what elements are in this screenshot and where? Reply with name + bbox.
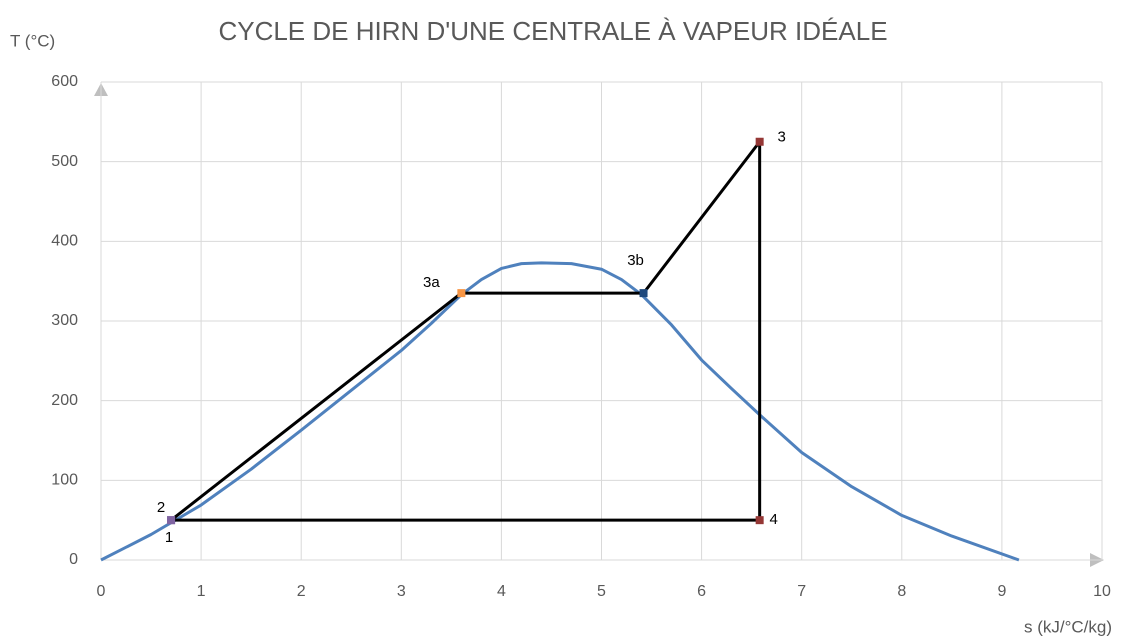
point-label: 1	[165, 529, 173, 546]
x-tick-label: 9	[997, 583, 1006, 600]
x-tick-label: 10	[1093, 583, 1111, 600]
series-line	[170, 140, 762, 522]
point-label: 2	[157, 499, 165, 516]
x-tick-label: 4	[497, 583, 506, 600]
point-marker	[457, 289, 466, 298]
y-tick-label: 300	[51, 312, 78, 329]
point-label: 3b	[627, 252, 644, 269]
y-tick-label: 200	[51, 392, 78, 409]
x-tick-label: 3	[397, 583, 406, 600]
x-tick-label: 7	[797, 583, 806, 600]
x-tick-label: 5	[597, 583, 606, 600]
point-marker	[755, 137, 764, 146]
x-tick-label: 2	[297, 583, 306, 600]
series-line	[100, 261, 1020, 562]
point-marker	[639, 289, 648, 298]
x-tick-label: 8	[897, 583, 906, 600]
y-tick-label: 100	[51, 472, 78, 489]
x-axis-label: s (kJ/°C/kg)	[1024, 617, 1112, 636]
point-marker	[755, 516, 764, 525]
x-tick-label: 6	[697, 583, 706, 600]
y-tick-label: 600	[51, 73, 78, 90]
point-label: 4	[769, 511, 777, 528]
chart-title: CYCLE DE HIRN D'UNE CENTRALE À VAPEUR ID…	[218, 16, 887, 46]
y-axis-label: T (°C)	[10, 31, 55, 50]
y-tick-label: 500	[51, 153, 78, 170]
y-tick-label: 0	[69, 551, 78, 568]
point-marker	[167, 516, 176, 525]
point-label: 3	[777, 129, 785, 146]
x-tick-label: 0	[97, 583, 106, 600]
y-tick-label: 400	[51, 233, 78, 250]
point-label: 3a	[423, 274, 440, 291]
x-tick-label: 1	[197, 583, 206, 600]
